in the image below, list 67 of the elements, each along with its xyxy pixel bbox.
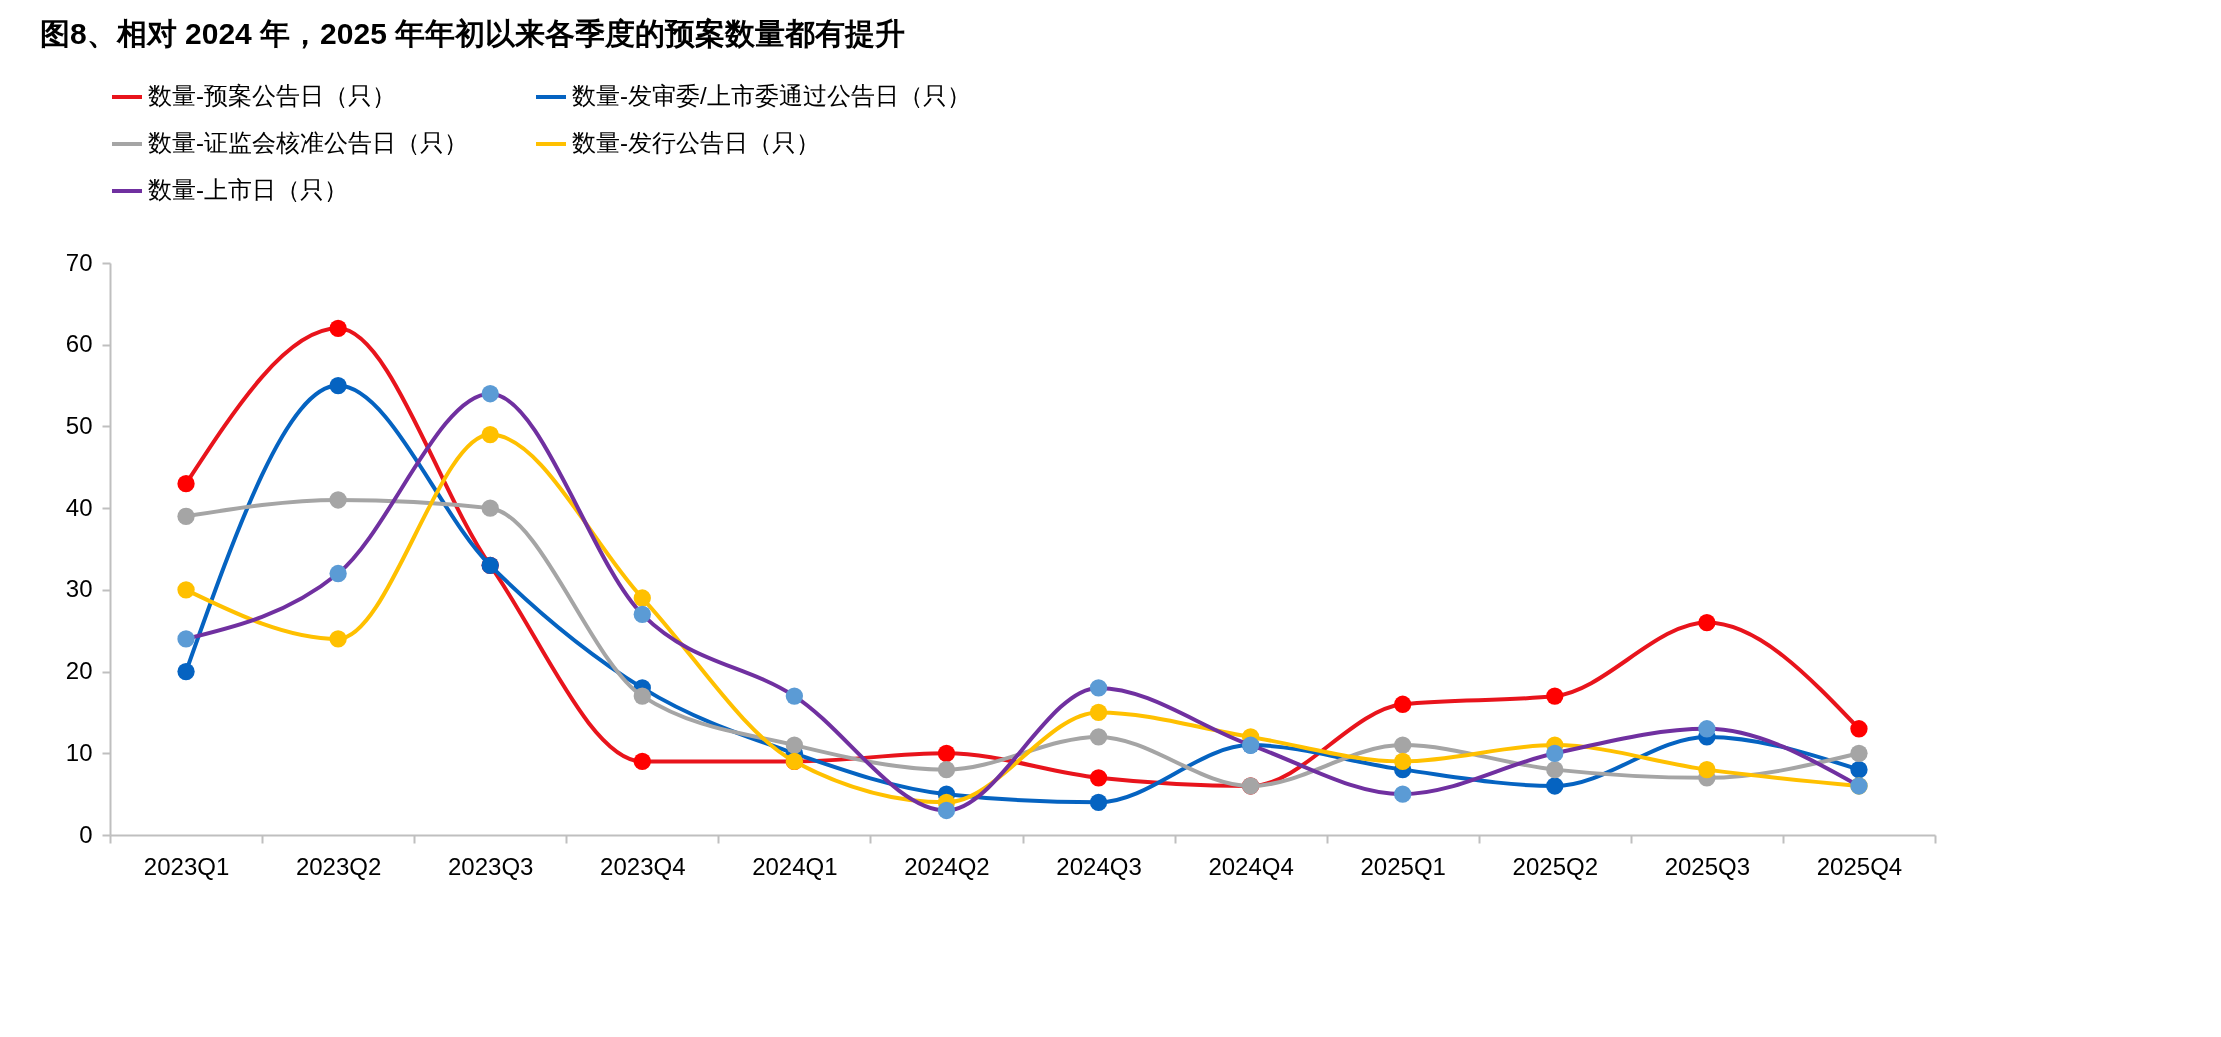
point — [177, 507, 195, 525]
y-tick-label: 10 — [65, 738, 93, 766]
point — [1089, 728, 1108, 746]
x-tick-label: 2024Q4 — [1208, 852, 1294, 880]
point — [481, 425, 499, 444]
x-tick-label: 2025Q2 — [1512, 852, 1598, 880]
legend-label: 数量-证监会核准公告日（只） — [148, 129, 468, 156]
y-tick-label: 0 — [79, 820, 93, 848]
point — [481, 499, 499, 517]
point — [481, 385, 499, 403]
x-tick-label: 2024Q1 — [752, 852, 838, 880]
point — [329, 376, 347, 395]
point — [785, 687, 804, 705]
y-tick-label: 20 — [65, 657, 93, 685]
point — [1394, 736, 1412, 754]
y-tick-label: 70 — [65, 248, 93, 276]
point — [633, 752, 651, 771]
legend-label: 数量-发审委/上市委通过公告日（只） — [572, 82, 971, 109]
x-tick-label: 2024Q2 — [904, 852, 990, 880]
point — [177, 474, 195, 493]
point — [1850, 744, 1868, 762]
chart-title: 图8、相对 2024 年，2025 年年初以来各季度的预案数量都有提升 — [40, 17, 906, 50]
x-tick-label: 2025Q1 — [1360, 852, 1446, 880]
point — [1698, 720, 1716, 738]
point — [1850, 760, 1868, 779]
legend-label: 数量-发行公告日（只） — [572, 129, 820, 156]
point — [1546, 777, 1564, 795]
y-tick-label: 50 — [65, 411, 93, 439]
point — [1089, 703, 1108, 722]
x-tick-label: 2023Q1 — [143, 852, 230, 880]
y-tick-label: 40 — [65, 493, 93, 521]
x-tick-label: 2023Q2 — [295, 852, 382, 880]
point — [633, 687, 651, 705]
point — [1394, 695, 1412, 713]
point — [1394, 752, 1412, 771]
point — [633, 605, 651, 624]
point — [1089, 679, 1108, 697]
point — [177, 581, 195, 599]
point — [329, 491, 347, 509]
x-tick-label: 2023Q4 — [600, 852, 686, 880]
point — [1546, 744, 1564, 762]
point — [1394, 785, 1412, 803]
x-tick-label: 2025Q4 — [1816, 852, 1903, 880]
point — [177, 630, 195, 648]
point — [1698, 613, 1716, 632]
point — [329, 564, 347, 583]
y-tick-label: 60 — [65, 330, 93, 358]
legend-label: 数量-上市日（只） — [148, 176, 348, 203]
point — [1089, 793, 1108, 811]
point — [329, 319, 347, 338]
legend-label: 数量-预案公告日（只） — [148, 82, 396, 109]
point — [329, 630, 347, 648]
point — [1546, 687, 1564, 705]
point — [1089, 769, 1108, 787]
point — [1546, 760, 1564, 779]
point — [785, 736, 804, 754]
x-tick-label: 2023Q3 — [448, 852, 534, 880]
point — [937, 744, 956, 762]
x-tick-label: 2025Q3 — [1664, 852, 1751, 880]
point — [633, 589, 651, 607]
point — [937, 801, 956, 820]
point — [1850, 720, 1868, 738]
y-tick-label: 30 — [65, 575, 93, 603]
x-tick-label: 2024Q3 — [1056, 852, 1142, 880]
point — [177, 662, 195, 681]
point — [937, 760, 956, 779]
point — [1698, 760, 1716, 779]
